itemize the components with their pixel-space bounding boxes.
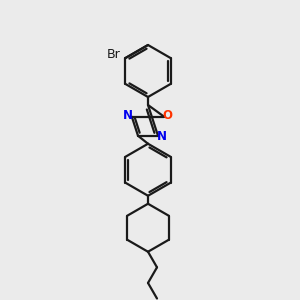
Text: N: N	[123, 109, 133, 122]
Text: Br: Br	[106, 49, 120, 62]
Text: O: O	[163, 109, 173, 122]
Text: N: N	[157, 130, 166, 143]
